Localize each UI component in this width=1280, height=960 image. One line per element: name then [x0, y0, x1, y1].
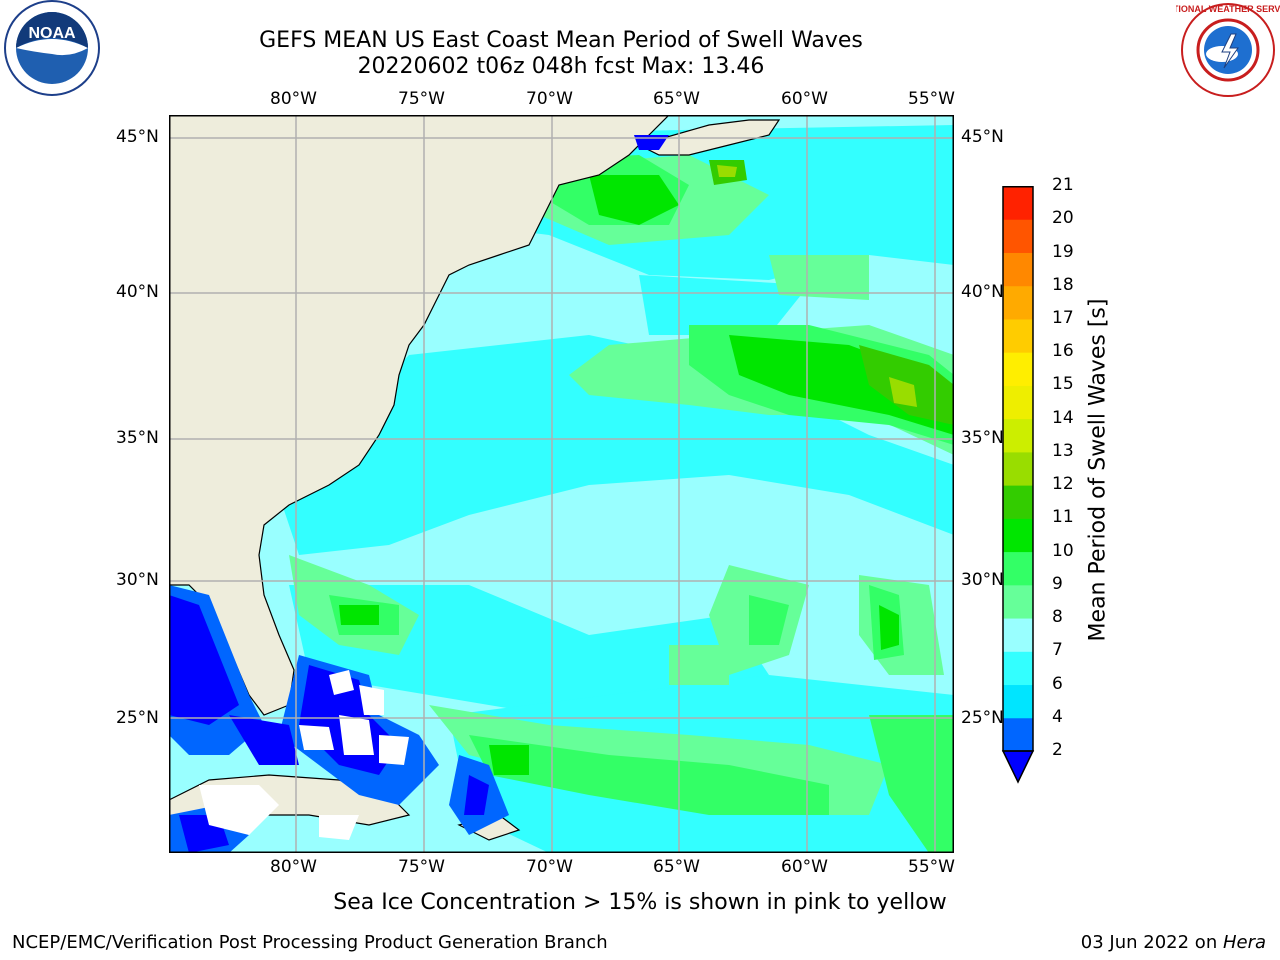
footer-host: Hera: [1222, 932, 1266, 953]
colorbar-tick-label: 12: [1052, 474, 1074, 495]
colorbar-tick-label: 10: [1052, 540, 1074, 561]
lon-tick-bottom: 65°W: [653, 857, 700, 877]
colorbar-level: [1003, 252, 1033, 287]
lat-tick-right: 30°N: [961, 570, 1004, 590]
nws-logo: NATIONAL WEATHER SERVICE: [1176, 3, 1280, 97]
lon-tick-top: 60°W: [781, 89, 828, 109]
colorbar-extend-triangle: [1001, 750, 1035, 784]
colorbar-frame: [1002, 186, 1034, 752]
lon-tick-bottom: 70°W: [526, 857, 573, 877]
colorbar-level: [1003, 285, 1033, 320]
lon-tick-bottom: 55°W: [908, 857, 955, 877]
lon-tick-top: 70°W: [526, 89, 573, 109]
noaa-logo-text: NOAA: [28, 25, 76, 42]
period-12-13-regions: [717, 165, 917, 407]
map-subtitle: 20220602 t06z 048h fcst Max: 13.46: [357, 54, 765, 79]
colorbar-level: [1003, 352, 1033, 386]
colorbar-tick-label: 9: [1052, 573, 1063, 594]
colorbar-title: Mean Period of Swell Waves [s]: [1085, 298, 1111, 642]
colorbar-level: [1003, 219, 1033, 253]
lon-tick-bottom: 80°W: [270, 857, 317, 877]
lon-tick-top: 80°W: [270, 89, 317, 109]
noaa-logo: NOAA: [4, 0, 100, 96]
colorbar-level: [1003, 451, 1033, 486]
footer-date: 03 Jun 2022 on Hera: [1081, 932, 1266, 953]
colorbar-level: [1003, 485, 1033, 519]
lat-tick-left: 45°N: [116, 127, 159, 147]
colorbar-level: [1003, 584, 1033, 619]
masked-cells: [199, 670, 409, 840]
lon-tick-top: 55°W: [908, 89, 955, 109]
footer-date-text: 03 Jun 2022 on: [1080, 932, 1223, 953]
map-frame: [169, 115, 954, 853]
colorbar-tick-label: 18: [1052, 274, 1074, 295]
colorbar-tick-label: 14: [1052, 407, 1074, 428]
colorbar-level: [1003, 684, 1033, 719]
colorbar-tick-label: 20: [1052, 208, 1074, 229]
colorbar-level: [1003, 418, 1033, 453]
lat-tick-left: 30°N: [116, 570, 159, 590]
colorbar-level: [1003, 717, 1033, 752]
colorbar-tick-label: 8: [1052, 607, 1063, 628]
lat-tick-right: 40°N: [961, 282, 1004, 302]
colorbar-tick-label: 19: [1052, 241, 1074, 262]
nws-logo-text: NATIONAL WEATHER SERVICE: [1176, 4, 1280, 14]
colorbar-tick-label: 16: [1052, 341, 1074, 362]
sea-ice-caption: Sea Ice Concentration > 15% is shown in …: [333, 890, 947, 915]
map-title: GEFS MEAN US East Coast Mean Period of S…: [259, 28, 863, 53]
swell-period-map: [169, 115, 954, 853]
map-gridlines: [169, 115, 954, 853]
colorbar-level: [1003, 518, 1033, 553]
colorbar-tick-label: 17: [1052, 307, 1074, 328]
colorbar-tick-label: 7: [1052, 640, 1063, 661]
lat-tick-right: 45°N: [961, 127, 1004, 147]
footer-credit: NCEP/EMC/Verification Post Processing Pr…: [12, 932, 608, 953]
colorbar-level: [1003, 618, 1033, 652]
colorbar-tick-label: 6: [1052, 673, 1063, 694]
colorbar-level: [1003, 651, 1033, 686]
colorbar-level: [1003, 318, 1033, 353]
lon-tick-top: 65°W: [653, 89, 700, 109]
colorbar-tick-label: 2: [1052, 740, 1063, 760]
colorbar-tick-label: 4: [1052, 706, 1063, 727]
colorbar: [1001, 186, 1035, 784]
colorbar-tick-label: 15: [1052, 374, 1074, 395]
lat-tick-left: 25°N: [116, 708, 159, 728]
lon-tick-top: 75°W: [398, 89, 445, 109]
lat-tick-left: 40°N: [116, 282, 159, 302]
lat-tick-right: 25°N: [961, 708, 1004, 728]
colorbar-tick-label: 13: [1052, 440, 1074, 461]
colorbar-level: [1003, 186, 1033, 220]
colorbar-tick-label: 21: [1052, 175, 1074, 195]
colorbar-tick-label: 11: [1052, 507, 1074, 528]
colorbar-level: [1003, 551, 1033, 586]
period-10-11-regions: [339, 175, 954, 775]
lon-tick-bottom: 75°W: [398, 857, 445, 877]
lon-tick-bottom: 60°W: [781, 857, 828, 877]
colorbar-level: [1003, 385, 1033, 420]
lat-tick-left: 35°N: [116, 428, 159, 448]
lat-tick-right: 35°N: [961, 428, 1004, 448]
